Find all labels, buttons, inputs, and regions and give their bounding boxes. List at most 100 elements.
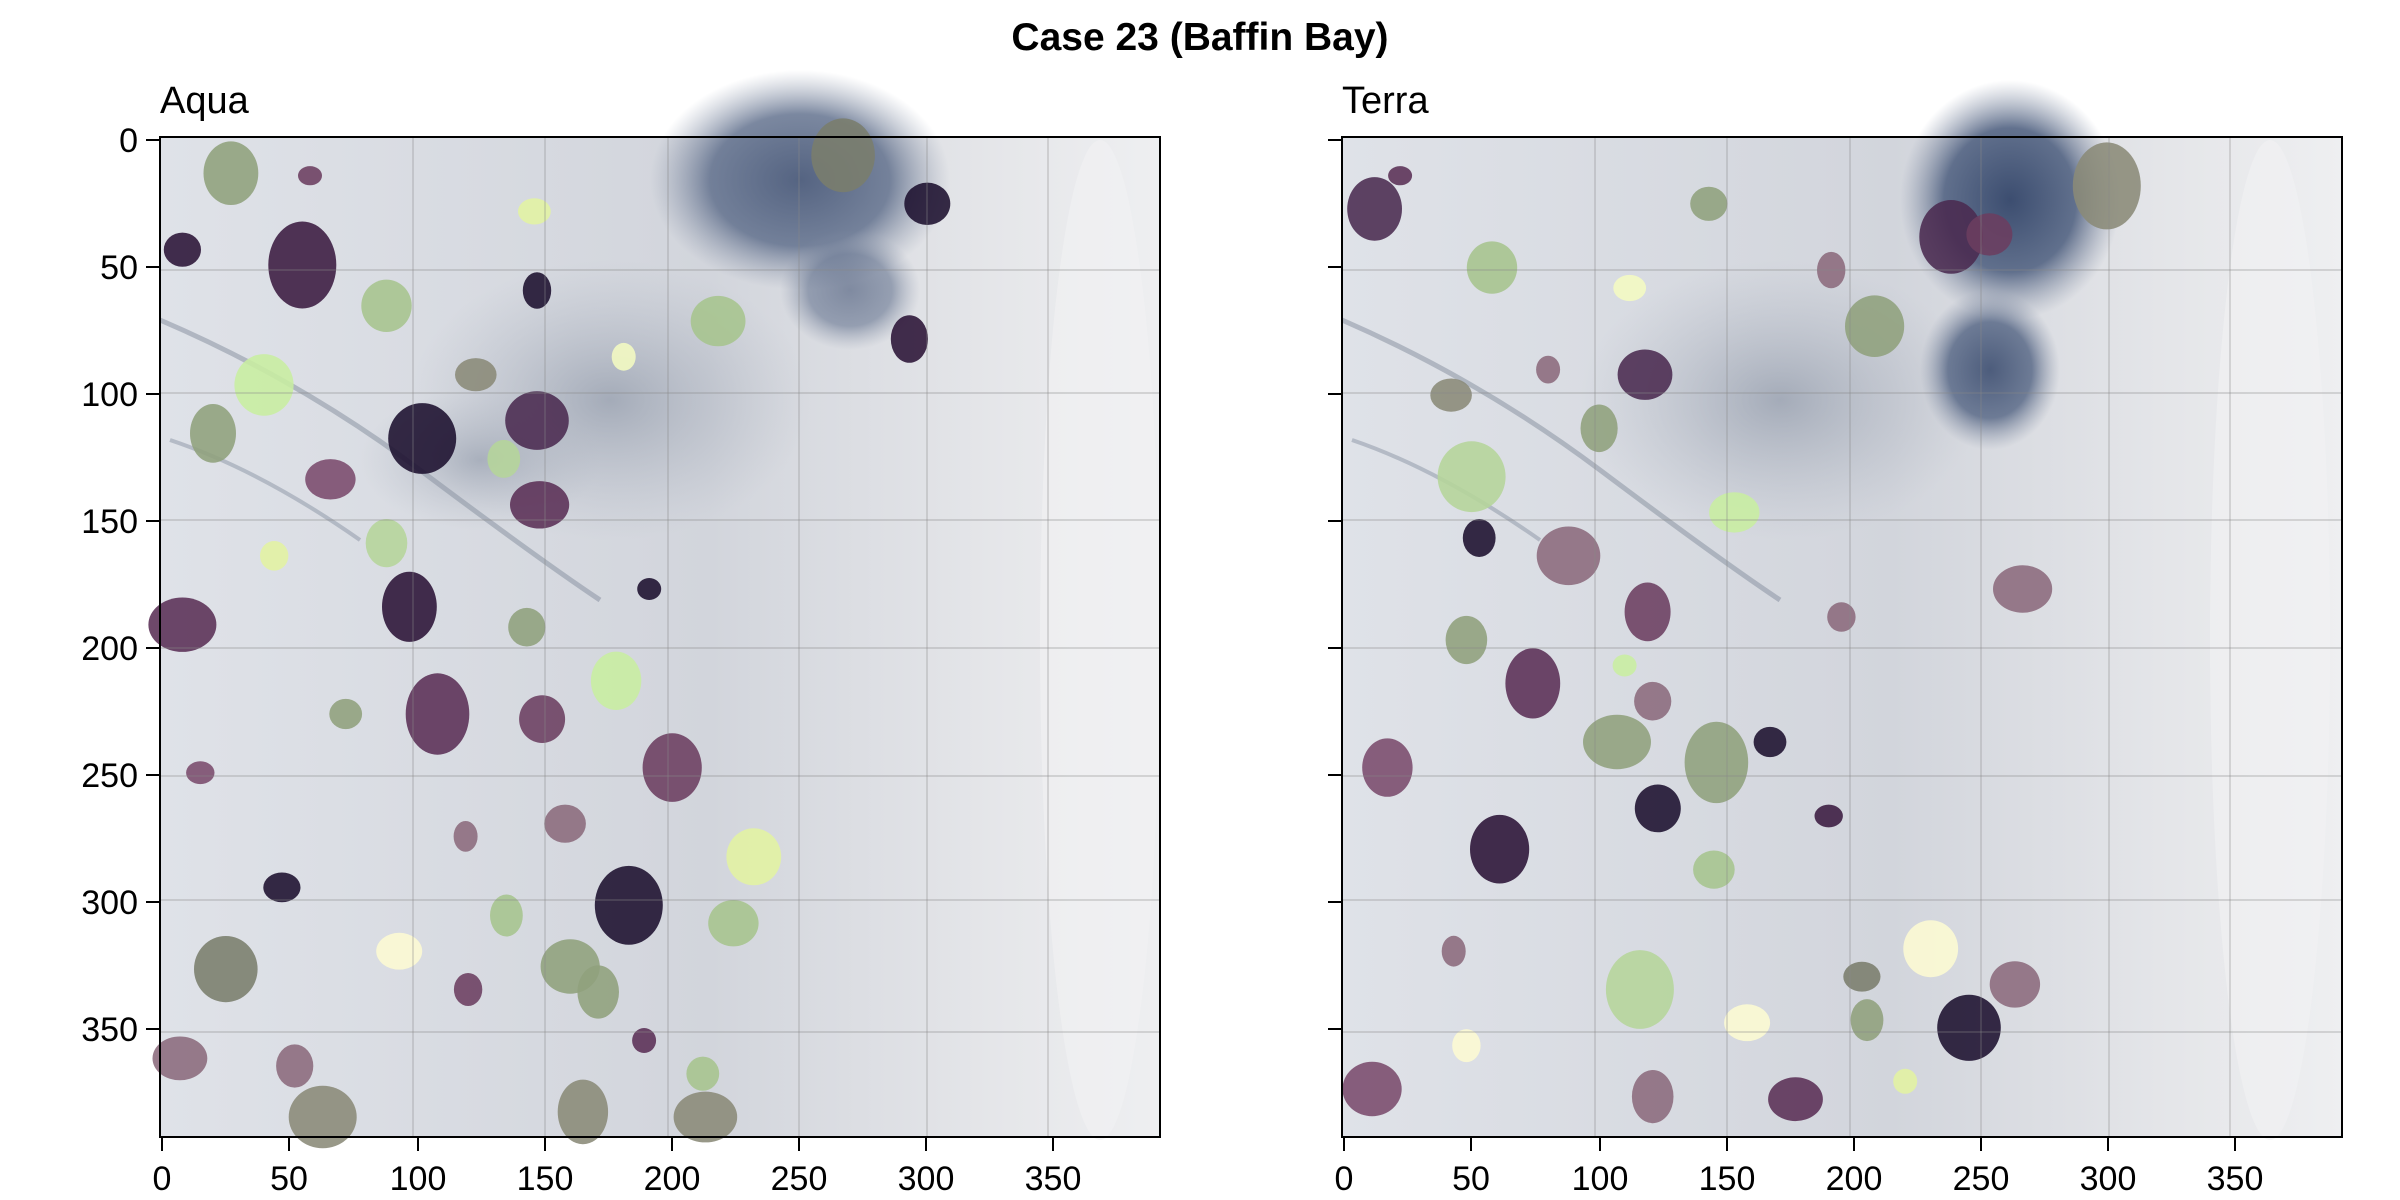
segment-region xyxy=(194,936,258,1003)
segment-region xyxy=(1634,784,1681,833)
segment-region xyxy=(637,578,662,600)
x-tick-label: 350 xyxy=(1025,1160,1082,1198)
y-axis: 0 50 100 150 200 250 300 350 xyxy=(81,122,160,1049)
segment-region xyxy=(365,519,408,568)
segment-region xyxy=(557,1079,609,1145)
segment-region xyxy=(1850,999,1884,1042)
segment-region xyxy=(544,804,586,843)
segment-region xyxy=(1441,935,1466,967)
segment-region xyxy=(329,698,363,730)
segment-region xyxy=(1452,1029,1481,1063)
segment-region xyxy=(811,118,875,193)
segment-region xyxy=(509,481,570,529)
segment-region xyxy=(1724,1004,1771,1042)
x-tick-label: 0 xyxy=(1335,1160,1354,1198)
segment-region xyxy=(376,932,423,970)
x-tick-label: 50 xyxy=(1452,1160,1490,1198)
segment-region xyxy=(890,315,929,363)
segment-region xyxy=(1690,186,1728,221)
segment-region xyxy=(268,221,337,309)
segment-region xyxy=(288,1085,357,1149)
x-tick-label: 100 xyxy=(390,1160,447,1198)
segment-region xyxy=(1505,648,1561,719)
x-tick-label: 250 xyxy=(771,1160,828,1198)
segment-region xyxy=(2072,142,2141,230)
segment-region xyxy=(276,1044,314,1088)
x-tick-label: 350 xyxy=(2207,1160,2264,1198)
y-tick-label: 350 xyxy=(81,1011,138,1049)
segment-region xyxy=(405,673,470,755)
segment-region xyxy=(1342,1061,1402,1117)
x-tick-label: 300 xyxy=(898,1160,955,1198)
x-tick-label: 250 xyxy=(1953,1160,2010,1198)
axes-frame xyxy=(1341,136,2343,1138)
segment-region xyxy=(1612,654,1637,677)
segment-region xyxy=(1937,994,2001,1061)
segment-region xyxy=(519,695,566,743)
segment-region xyxy=(1989,961,2041,1008)
segment-region xyxy=(690,295,746,347)
segment-region xyxy=(1966,213,2013,256)
x-axis: 0 50 100 150 200 250 300 350 xyxy=(153,1137,1082,1198)
axes-frame xyxy=(159,136,1161,1138)
segment-region xyxy=(190,404,236,463)
y-tick-label: 150 xyxy=(81,503,138,541)
y-tick-label: 250 xyxy=(81,757,138,795)
segment-region xyxy=(1536,526,1601,586)
segment-region xyxy=(594,865,663,945)
segment-region xyxy=(453,821,478,852)
panel-title: Aqua xyxy=(160,80,250,122)
segment-region xyxy=(1624,582,1671,642)
satellite-image xyxy=(159,70,1160,1140)
segment-mask xyxy=(148,118,951,1149)
segment-region xyxy=(1388,166,1413,186)
segment-region xyxy=(1347,177,1402,241)
segment-region xyxy=(1634,681,1672,721)
y-tick-label: 200 xyxy=(81,630,138,668)
figure-title: Case 23 (Baffin Bay) xyxy=(1011,16,1388,59)
x-tick-label: 150 xyxy=(517,1160,574,1198)
segment-region xyxy=(522,272,552,309)
segment-region xyxy=(152,1036,208,1081)
segment-region xyxy=(686,1056,720,1091)
segment-region xyxy=(1617,349,1673,400)
segment-region xyxy=(673,1091,738,1143)
segment-region xyxy=(508,607,546,647)
segment-region xyxy=(1445,615,1488,665)
segment-region xyxy=(518,198,551,225)
segment-region xyxy=(1580,404,1618,453)
segment-region xyxy=(1613,274,1647,302)
segment-region xyxy=(611,342,636,371)
segment-region xyxy=(298,166,322,186)
segment-region xyxy=(490,894,523,937)
y-tick-label: 50 xyxy=(100,249,138,287)
segment-region xyxy=(361,279,412,332)
segment-region xyxy=(1709,492,1760,533)
panel-title: Terra xyxy=(1342,80,1429,122)
segment-region xyxy=(263,872,301,903)
segment-region xyxy=(1817,251,1846,289)
segment-region xyxy=(1583,714,1651,770)
panel-terra: Terra 0 xyxy=(1328,80,2343,1198)
segment-region xyxy=(305,459,356,500)
segment-region xyxy=(590,651,642,710)
y-tick-label: 100 xyxy=(81,376,138,414)
panel-aqua: Aqua xyxy=(81,70,1161,1198)
y-tick-label: 0 xyxy=(119,122,138,160)
segment-region xyxy=(1536,355,1561,384)
segment-region xyxy=(1753,726,1787,758)
x-tick-label: 200 xyxy=(1826,1160,1883,1198)
segment-region xyxy=(388,403,457,474)
segment-region xyxy=(708,900,759,947)
segment-region xyxy=(1827,602,1856,632)
segment-region xyxy=(203,141,259,205)
segment-region xyxy=(1605,950,1674,1029)
grid xyxy=(160,137,1160,1137)
segment-region xyxy=(453,973,483,1006)
segment-region xyxy=(186,761,215,785)
segment-region xyxy=(1993,565,2053,613)
segment-region xyxy=(1462,519,1496,557)
segment-region xyxy=(632,1028,657,1053)
segment-region xyxy=(1631,1070,1674,1124)
